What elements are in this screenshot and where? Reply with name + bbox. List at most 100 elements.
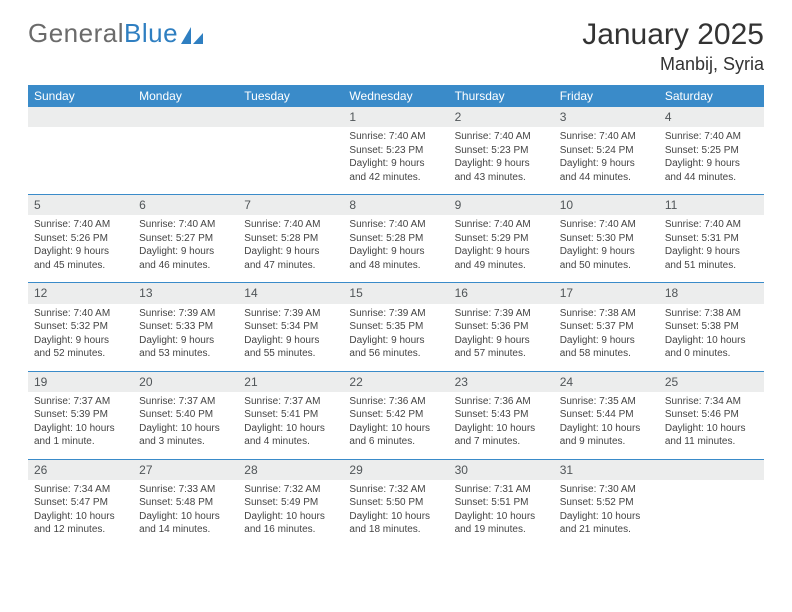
- day-line-sr: Sunrise: 7:35 AM: [560, 395, 653, 409]
- day-body: Sunrise: 7:40 AMSunset: 5:23 PMDaylight:…: [343, 127, 448, 194]
- day-number: 14: [238, 283, 343, 303]
- day-body: Sunrise: 7:40 AMSunset: 5:26 PMDaylight:…: [28, 215, 133, 282]
- day-line-dl1: Daylight: 9 hours: [139, 334, 232, 348]
- day-line-sr: Sunrise: 7:33 AM: [139, 483, 232, 497]
- day-line-sr: Sunrise: 7:32 AM: [244, 483, 337, 497]
- day-line-dl1: Daylight: 10 hours: [560, 422, 653, 436]
- day-body: Sunrise: 7:37 AMSunset: 5:39 PMDaylight:…: [28, 392, 133, 459]
- day-line-ss: Sunset: 5:36 PM: [455, 320, 548, 334]
- day-line-dl1: Daylight: 9 hours: [34, 245, 127, 259]
- day-line-dl2: and 7 minutes.: [455, 435, 548, 449]
- day-line-ss: Sunset: 5:29 PM: [455, 232, 548, 246]
- calendar-cell: 26Sunrise: 7:34 AMSunset: 5:47 PMDayligh…: [28, 460, 133, 547]
- day-number: 30: [449, 460, 554, 480]
- day-number: 7: [238, 195, 343, 215]
- page: GeneralBlue January 2025 Manbij, Syria S…: [0, 0, 792, 547]
- day-line-ss: Sunset: 5:27 PM: [139, 232, 232, 246]
- day-line-sr: Sunrise: 7:31 AM: [455, 483, 548, 497]
- day-line-ss: Sunset: 5:34 PM: [244, 320, 337, 334]
- day-line-dl2: and 0 minutes.: [665, 347, 758, 361]
- day-body: Sunrise: 7:40 AMSunset: 5:28 PMDaylight:…: [343, 215, 448, 282]
- calendar-cell: [659, 460, 764, 547]
- day-line-dl2: and 50 minutes.: [560, 259, 653, 273]
- day-body: Sunrise: 7:39 AMSunset: 5:33 PMDaylight:…: [133, 304, 238, 371]
- day-line-dl2: and 49 minutes.: [455, 259, 548, 273]
- calendar-week: 12Sunrise: 7:40 AMSunset: 5:32 PMDayligh…: [28, 283, 764, 371]
- day-line-dl1: Daylight: 10 hours: [455, 422, 548, 436]
- day-line-dl1: Daylight: 10 hours: [349, 422, 442, 436]
- calendar-cell: 24Sunrise: 7:35 AMSunset: 5:44 PMDayligh…: [554, 372, 659, 460]
- weekday-header: Monday: [133, 85, 238, 107]
- day-line-ss: Sunset: 5:52 PM: [560, 496, 653, 510]
- day-line-dl2: and 16 minutes.: [244, 523, 337, 537]
- day-line-dl1: Daylight: 9 hours: [560, 157, 653, 171]
- day-line-ss: Sunset: 5:42 PM: [349, 408, 442, 422]
- day-body: Sunrise: 7:39 AMSunset: 5:35 PMDaylight:…: [343, 304, 448, 371]
- day-line-dl2: and 12 minutes.: [34, 523, 127, 537]
- day-number: 12: [28, 283, 133, 303]
- day-line-dl2: and 11 minutes.: [665, 435, 758, 449]
- logo-text-1: General: [28, 18, 124, 49]
- calendar-cell: 7Sunrise: 7:40 AMSunset: 5:28 PMDaylight…: [238, 195, 343, 283]
- logo-text-2: Blue: [124, 18, 178, 49]
- calendar-week: 5Sunrise: 7:40 AMSunset: 5:26 PMDaylight…: [28, 195, 764, 283]
- calendar-cell: 9Sunrise: 7:40 AMSunset: 5:29 PMDaylight…: [449, 195, 554, 283]
- day-body: Sunrise: 7:40 AMSunset: 5:29 PMDaylight:…: [449, 215, 554, 282]
- day-number: 29: [343, 460, 448, 480]
- day-line-sr: Sunrise: 7:37 AM: [244, 395, 337, 409]
- day-line-dl1: Daylight: 10 hours: [34, 510, 127, 524]
- day-line-sr: Sunrise: 7:40 AM: [34, 307, 127, 321]
- day-line-ss: Sunset: 5:23 PM: [349, 144, 442, 158]
- day-number: 20: [133, 372, 238, 392]
- day-line-dl2: and 45 minutes.: [34, 259, 127, 273]
- calendar-cell: 18Sunrise: 7:38 AMSunset: 5:38 PMDayligh…: [659, 283, 764, 371]
- day-number: 26: [28, 460, 133, 480]
- day-line-ss: Sunset: 5:47 PM: [34, 496, 127, 510]
- day-line-ss: Sunset: 5:38 PM: [665, 320, 758, 334]
- day-number: 18: [659, 283, 764, 303]
- calendar-cell: 5Sunrise: 7:40 AMSunset: 5:26 PMDaylight…: [28, 195, 133, 283]
- logo-sail-icon: [181, 26, 203, 44]
- day-body: Sunrise: 7:32 AMSunset: 5:49 PMDaylight:…: [238, 480, 343, 547]
- day-line-ss: Sunset: 5:50 PM: [349, 496, 442, 510]
- day-number: 28: [238, 460, 343, 480]
- calendar-cell: [133, 107, 238, 195]
- day-body: Sunrise: 7:40 AMSunset: 5:32 PMDaylight:…: [28, 304, 133, 371]
- day-line-dl1: Daylight: 10 hours: [34, 422, 127, 436]
- day-line-dl1: Daylight: 9 hours: [455, 334, 548, 348]
- calendar-cell: 19Sunrise: 7:37 AMSunset: 5:39 PMDayligh…: [28, 372, 133, 460]
- day-line-sr: Sunrise: 7:40 AM: [455, 130, 548, 144]
- day-line-dl2: and 43 minutes.: [455, 171, 548, 185]
- day-line-sr: Sunrise: 7:40 AM: [455, 218, 548, 232]
- calendar-cell: 22Sunrise: 7:36 AMSunset: 5:42 PMDayligh…: [343, 372, 448, 460]
- weekday-header: Sunday: [28, 85, 133, 107]
- calendar-table: SundayMondayTuesdayWednesdayThursdayFrid…: [28, 85, 764, 547]
- day-line-sr: Sunrise: 7:34 AM: [665, 395, 758, 409]
- day-line-ss: Sunset: 5:28 PM: [244, 232, 337, 246]
- day-body: Sunrise: 7:40 AMSunset: 5:24 PMDaylight:…: [554, 127, 659, 194]
- day-line-ss: Sunset: 5:40 PM: [139, 408, 232, 422]
- day-line-ss: Sunset: 5:26 PM: [34, 232, 127, 246]
- day-line-sr: Sunrise: 7:40 AM: [349, 130, 442, 144]
- day-line-ss: Sunset: 5:24 PM: [560, 144, 653, 158]
- day-line-dl2: and 44 minutes.: [665, 171, 758, 185]
- day-line-sr: Sunrise: 7:40 AM: [560, 218, 653, 232]
- day-line-sr: Sunrise: 7:37 AM: [139, 395, 232, 409]
- calendar-cell: [28, 107, 133, 195]
- location: Manbij, Syria: [582, 54, 764, 75]
- day-line-ss: Sunset: 5:51 PM: [455, 496, 548, 510]
- day-line-dl2: and 42 minutes.: [349, 171, 442, 185]
- day-line-dl1: Daylight: 9 hours: [560, 334, 653, 348]
- day-line-ss: Sunset: 5:30 PM: [560, 232, 653, 246]
- day-line-dl1: Daylight: 10 hours: [560, 510, 653, 524]
- logo: GeneralBlue: [28, 18, 203, 49]
- day-body: Sunrise: 7:30 AMSunset: 5:52 PMDaylight:…: [554, 480, 659, 547]
- day-number: 1: [343, 107, 448, 127]
- day-line-sr: Sunrise: 7:37 AM: [34, 395, 127, 409]
- day-line-ss: Sunset: 5:33 PM: [139, 320, 232, 334]
- calendar-cell: 21Sunrise: 7:37 AMSunset: 5:41 PMDayligh…: [238, 372, 343, 460]
- day-line-dl2: and 57 minutes.: [455, 347, 548, 361]
- day-line-dl1: Daylight: 9 hours: [665, 245, 758, 259]
- day-body: Sunrise: 7:39 AMSunset: 5:36 PMDaylight:…: [449, 304, 554, 371]
- day-body: Sunrise: 7:38 AMSunset: 5:37 PMDaylight:…: [554, 304, 659, 371]
